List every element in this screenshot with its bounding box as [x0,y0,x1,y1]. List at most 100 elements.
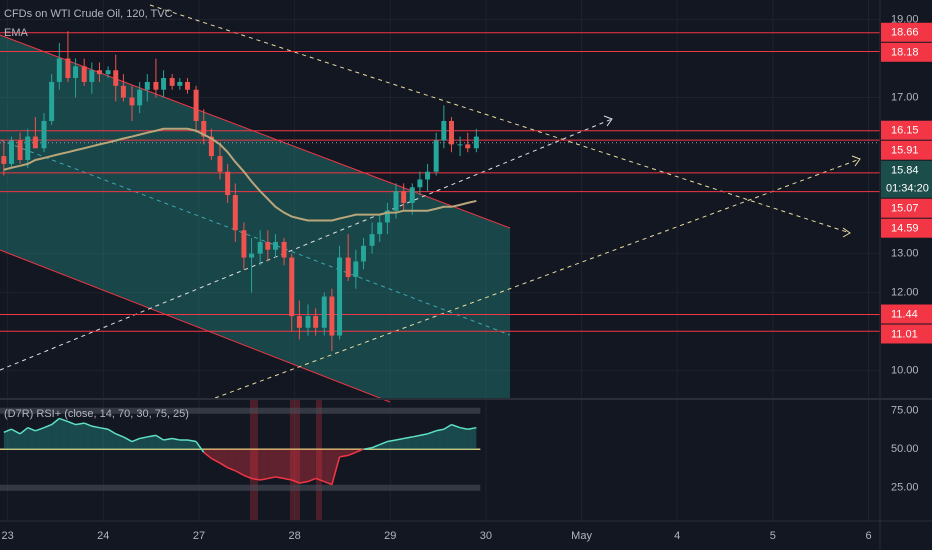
rsi-fill [115,433,124,450]
candle-body [217,156,223,172]
rsi-line [51,417,60,426]
axis: 23 24 27 28 29 30 May 4 5 6 19.00 17.00 13.00 12.00 10… [2,13,932,542]
rsi-fill [108,429,116,450]
rsi-line [267,476,276,480]
rsi-fill [403,436,413,450]
candle-body [49,81,55,121]
rsi-fill [139,436,148,450]
rsi-line [291,479,300,484]
candle-body [409,187,415,203]
rsi-line [91,425,100,429]
rsi-line [59,417,69,423]
rsi-line [363,446,373,450]
rsi-line [467,426,477,430]
rsi-line [260,477,268,481]
rsi-fill [291,449,300,484]
rsi-line [315,477,325,483]
rsi-line [155,434,164,441]
last-price-box [881,160,932,198]
rsi-line [403,436,413,440]
price-label: 11.01 [891,328,918,340]
candle-body [465,144,471,149]
candle-body [345,257,351,278]
rsi-line [11,428,21,435]
rsi-fill [427,430,437,450]
candle-body [17,140,23,160]
rsi-line [283,477,292,481]
rsi-fill [35,427,44,450]
price-label: 14.59 [891,223,919,235]
rsi-fill [3,429,12,450]
rsi-line [443,423,452,430]
candle-body [241,230,247,258]
rsi-line [115,433,124,438]
rsi-fill [187,440,197,450]
price-label: 16.15 [891,125,919,137]
rsi-line [123,436,133,443]
candle-body [313,316,319,328]
rsi-fill [179,440,188,450]
rsi-line [355,448,364,454]
candle-body [8,140,14,164]
rsi-line [219,462,229,469]
rsi-fill [27,427,36,450]
candle-body [137,89,143,106]
candle-body [360,245,366,262]
candle-body [56,58,62,82]
y-tick-label: 25.00 [891,482,919,494]
candle-body [265,241,271,250]
rsi-line [43,423,52,429]
candle-body [369,234,375,246]
rsi-line [395,437,404,441]
rsi-line [211,457,221,464]
rsi-fill [299,449,308,484]
rsi-fill [451,424,461,450]
rsi-fill [243,449,252,479]
rsi-fill [123,436,132,450]
rsi-fill [11,429,21,450]
x-tick-label: 28 [288,530,300,542]
candle-body [208,136,214,157]
rsi-fill [412,435,420,450]
rsi-line [251,477,261,481]
candle-body [232,195,238,231]
rsi-line [3,428,12,434]
candle-body [113,70,119,86]
candle-body [120,85,126,98]
candle-body [73,66,79,79]
candle-body [153,81,159,90]
plot [1,31,479,352]
rsi-line [243,474,252,480]
rsi-line [172,437,180,441]
y-tick-label: 13.00 [891,248,919,260]
rsi-line [203,451,212,460]
y-tick-label: 75.00 [891,405,919,417]
rsi-fill [284,449,292,480]
candle-body [289,257,295,317]
candle-body [249,253,255,258]
candle-body [1,156,7,164]
candle-body [201,120,207,137]
rsi-line [234,470,245,477]
x-tick-label: 6 [865,530,871,542]
rsi-fill [396,438,404,450]
rsi-line [275,476,285,480]
candle-body [401,191,407,203]
candle-body [225,171,231,196]
price-label: 15.91 [891,145,919,157]
rsi-fill [227,449,236,471]
rsi-fill [51,418,60,450]
rsi-line [139,436,148,440]
rsi-fill [220,449,228,468]
x-tick-label: 29 [384,530,396,542]
price-label: 15.07 [891,203,919,215]
indicator-title: (D7R) RSI+ (close, 14, 70, 30, 75, 25) [4,408,189,420]
rsi-line [323,480,333,486]
candle-body [296,316,302,328]
price-label-box [881,324,932,344]
rsi-fill [59,418,68,450]
rsi-line [163,437,173,441]
rsi-fill [460,427,468,450]
rsi-line [67,420,76,426]
